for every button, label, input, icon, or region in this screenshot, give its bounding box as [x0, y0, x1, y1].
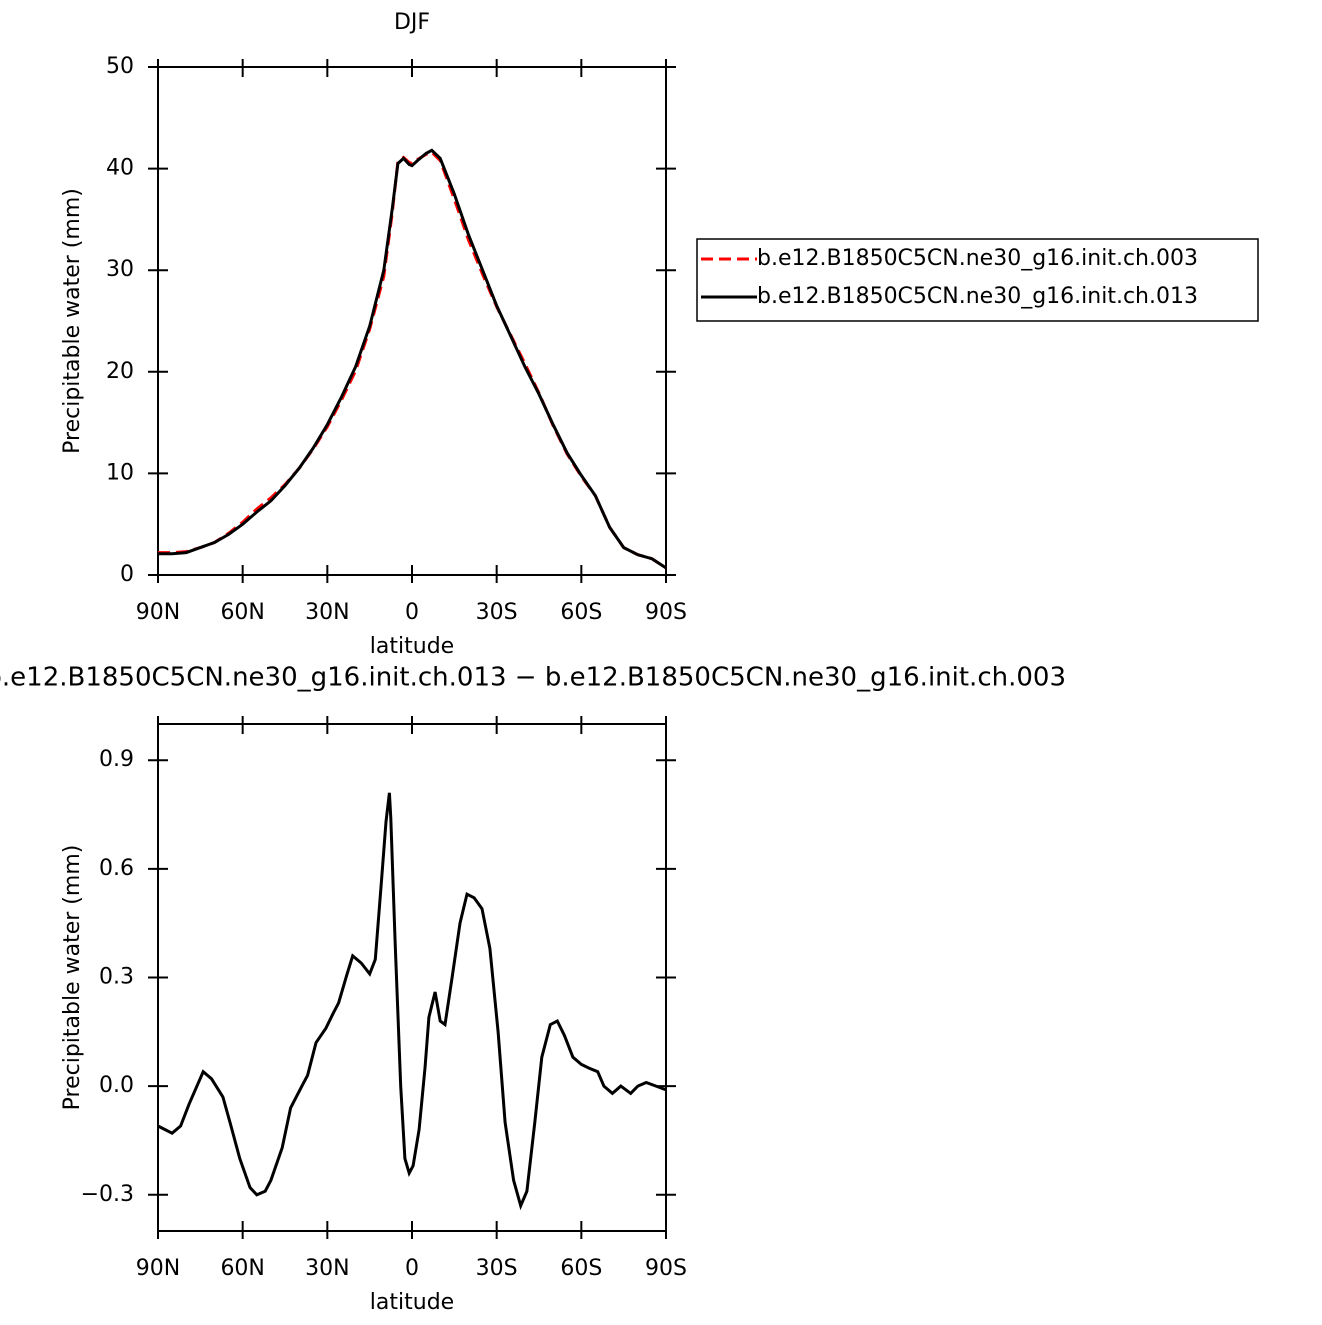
y-tick-label: 0.9	[99, 747, 134, 772]
y-tick-label: 50	[106, 54, 134, 79]
y-tick-label: 30	[106, 257, 134, 282]
y-tick-label: 0.0	[99, 1073, 134, 1098]
chart-title: DJF	[394, 10, 430, 35]
y-axis-label: Precipitable water (mm)	[60, 845, 85, 1111]
x-axis-label: latitude	[370, 634, 454, 659]
x-tick-label: 90N	[136, 1256, 180, 1281]
y-tick-label: 40	[106, 156, 134, 181]
x-tick-label: 30S	[476, 1256, 518, 1281]
x-tick-label: 60S	[560, 600, 602, 625]
x-tick-label: 30N	[305, 1256, 349, 1281]
x-tick-label: 30N	[305, 600, 349, 625]
x-tick-label: 90N	[136, 600, 180, 625]
y-tick-label: 0.3	[99, 965, 134, 990]
x-tick-label: 30S	[476, 600, 518, 625]
data-line	[158, 148, 667, 570]
y-axis-label: Precipitable water (mm)	[60, 188, 85, 454]
y-tick-label: 0	[120, 562, 134, 587]
plot-frame	[157, 66, 667, 576]
y-tick-label: 0.6	[99, 856, 134, 881]
y-tick-label: 10	[106, 460, 134, 485]
plot-frame	[157, 723, 667, 1232]
chart-title: b.e12.B1850C5CN.ne30_g16.init.ch.013 − b…	[0, 663, 1066, 693]
x-tick-label: 60N	[220, 1256, 264, 1281]
data-line	[158, 150, 667, 570]
x-axis-label: latitude	[370, 1290, 454, 1315]
y-tick-label: 20	[106, 359, 134, 384]
y-tick-label: −0.3	[81, 1182, 134, 1207]
legend-label: b.e12.B1850C5CN.ne30_g16.init.ch.013	[757, 284, 1198, 309]
x-tick-label: 90S	[645, 1256, 687, 1281]
legend-label: b.e12.B1850C5CN.ne30_g16.init.ch.003	[757, 246, 1198, 271]
x-tick-label: 90S	[645, 600, 687, 625]
x-tick-label: 60N	[220, 600, 264, 625]
x-tick-label: 0	[405, 1256, 419, 1281]
x-tick-label: 0	[405, 600, 419, 625]
legend-box	[696, 238, 1259, 322]
x-tick-label: 60S	[560, 1256, 602, 1281]
data-line	[157, 792, 667, 1211]
